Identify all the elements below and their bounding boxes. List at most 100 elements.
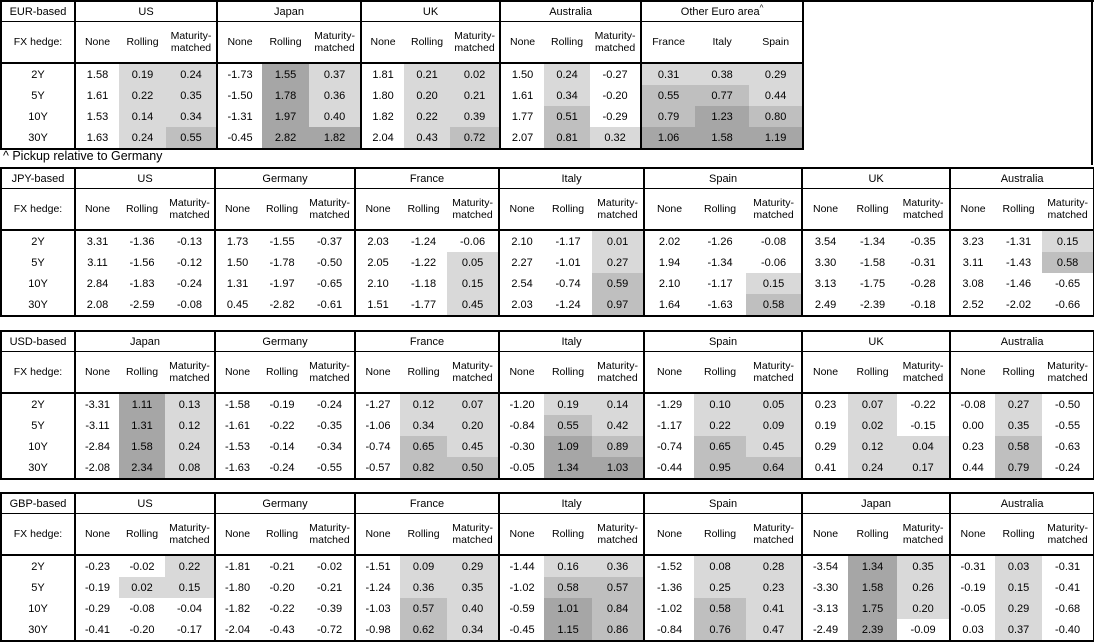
data-cell: 2.07 xyxy=(499,127,545,149)
data-cell: -0.39 xyxy=(316,602,343,615)
data-cell: -0.84 xyxy=(498,415,545,436)
tenor-label: 10Y xyxy=(1,598,76,619)
hedge-col-header: Maturity-matched xyxy=(590,21,642,64)
data-cell: 0.24 xyxy=(848,457,898,479)
country-header-italy: Italy xyxy=(498,331,645,352)
data-cell: 2.54 xyxy=(498,273,545,294)
hedge-col-header: Spain xyxy=(749,21,804,64)
data-cell: 0.25 xyxy=(694,577,747,598)
data-cell: -1.24 xyxy=(354,577,401,598)
country-header-france: France xyxy=(354,168,500,189)
data-cell: -0.24 xyxy=(1055,461,1081,474)
data-cell: 0.26 xyxy=(897,577,951,598)
data-cell: -0.61 xyxy=(316,298,343,311)
tenor-label: 5Y xyxy=(1,415,76,436)
hedge-col-header: Maturity-matched xyxy=(592,188,645,231)
data-cell: -1.44 xyxy=(498,555,545,577)
data-cell: -0.24 xyxy=(176,277,203,290)
hedge-col-header: Maturity-matched xyxy=(746,513,803,556)
tenor-label: 30Y xyxy=(1,457,76,479)
country-header-japan: Japan xyxy=(73,331,216,352)
table-row: 5Y 1.61 0.22 0.35 -1.50 1.78 0.36 1.80 0.20 0.21 1… xyxy=(1,85,804,106)
data-cell: -1.63 xyxy=(707,298,733,311)
data-cell: -1.43 xyxy=(1006,256,1032,269)
data-cell: -1.26 xyxy=(707,235,733,248)
data-cell: 0.23 xyxy=(746,577,803,598)
hedge-col-header: None xyxy=(74,351,119,394)
data-cell: -1.52 xyxy=(643,555,695,577)
data-cell: 0.58 xyxy=(694,598,747,619)
data-cell: 1.80 xyxy=(360,85,405,106)
tenor-label: 10Y xyxy=(1,273,76,294)
data-cell: 3.11 xyxy=(949,252,996,273)
data-cell: -1.34 xyxy=(707,256,733,269)
data-cell: -0.08 xyxy=(129,602,155,615)
data-cell: -1.50 xyxy=(216,85,263,106)
hedge-col-header: Maturity-matched xyxy=(305,188,356,231)
data-cell: -1.75 xyxy=(860,277,886,290)
country-header-spain: Spain xyxy=(643,493,803,514)
tenor-label: 30Y xyxy=(1,127,76,149)
data-cell: 2.08 xyxy=(74,294,119,316)
data-cell: 0.50 xyxy=(447,457,500,479)
data-cell: 0.15 xyxy=(447,273,500,294)
table-row: 5Y 3.11 -1.56 -0.12 1.50 -1.78 -0.50 2.05 -1.22 0… xyxy=(1,252,1094,273)
base-label: GBP-based xyxy=(1,493,76,514)
data-cell: 0.20 xyxy=(404,85,451,106)
data-cell: 0.58 xyxy=(544,577,593,598)
data-cell: -0.35 xyxy=(316,419,343,432)
country-header-germany: Germany xyxy=(214,168,356,189)
data-cell: 2.82 xyxy=(262,127,310,149)
data-cell: 0.32 xyxy=(590,127,642,149)
table-row: 5Y -3.11 1.31 0.12 -1.61 -0.22 -0.35 -1.06 0.34 0… xyxy=(1,415,1094,436)
data-cell: 0.79 xyxy=(995,457,1043,479)
data-cell: 0.58 xyxy=(1042,252,1094,273)
data-cell: -0.59 xyxy=(498,598,545,619)
hedge-col-header: Maturity-matched xyxy=(165,188,216,231)
hedge-col-header: Rolling xyxy=(694,351,747,394)
data-cell: 0.29 xyxy=(995,598,1043,619)
data-cell: 0.02 xyxy=(450,63,501,85)
table-row: 30Y -0.41 -0.20 -0.17 -2.04 -0.43 -0.72 -0.98 0.… xyxy=(1,619,1094,641)
hedge-col-header: Maturity-matched xyxy=(305,513,356,556)
data-cell: 0.47 xyxy=(746,619,803,641)
data-cell: 0.22 xyxy=(694,415,747,436)
data-cell: 0.80 xyxy=(749,106,804,127)
data-cell: -1.46 xyxy=(1006,277,1032,290)
hedge-col-header: None xyxy=(74,188,119,231)
data-cell: 0.34 xyxy=(447,619,500,641)
data-cell: 0.23 xyxy=(949,436,996,457)
data-cell: -1.53 xyxy=(214,436,260,457)
data-cell: -1.82 xyxy=(214,598,260,619)
country-header-uk: UK xyxy=(801,331,951,352)
data-cell: -0.35 xyxy=(910,235,936,248)
data-cell: 2.10 xyxy=(354,273,401,294)
data-cell: 2.49 xyxy=(801,294,849,316)
tenor-label: 30Y xyxy=(1,619,76,641)
data-cell: 0.29 xyxy=(801,436,849,457)
data-cell: -0.68 xyxy=(1055,602,1081,615)
data-cell: -3.31 xyxy=(74,393,119,415)
data-cell: -1.83 xyxy=(129,277,155,290)
table-row: 2Y -0.23 -0.02 0.22 -1.81 -0.21 -0.02 -1.51 0.09… xyxy=(1,555,1094,577)
country-header-australia: Australia xyxy=(949,493,1094,514)
hedge-col-header: Rolling xyxy=(259,188,306,231)
data-cell: -0.12 xyxy=(176,256,203,269)
data-cell: 2.05 xyxy=(354,252,401,273)
data-cell: 1.01 xyxy=(544,598,593,619)
data-cell: 0.28 xyxy=(746,555,803,577)
hedge-col-header: Maturity-matched xyxy=(746,188,803,231)
data-cell: 0.02 xyxy=(119,577,165,598)
hedge-col-header: Maturity-matched xyxy=(165,513,216,556)
data-cell: -1.73 xyxy=(216,63,263,85)
hedge-col-header: Rolling xyxy=(995,351,1043,394)
data-cell: 0.15 xyxy=(1042,230,1094,252)
country-header-italy: Italy xyxy=(498,493,645,514)
data-cell: 1.61 xyxy=(499,85,545,106)
data-cell: -0.74 xyxy=(555,277,581,290)
data-cell: 0.15 xyxy=(165,577,216,598)
data-cell: 2.10 xyxy=(498,230,545,252)
table-row: 30Y -2.08 2.34 0.08 -1.63 -0.24 -0.55 -0.57 0.82… xyxy=(1,457,1094,479)
data-cell: 0.15 xyxy=(995,577,1043,598)
